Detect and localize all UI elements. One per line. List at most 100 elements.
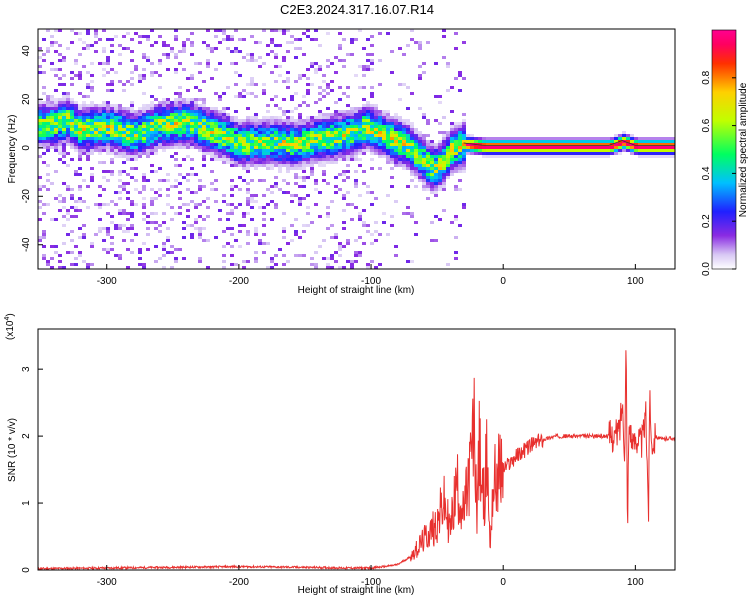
heatmap-cell: [38, 206, 42, 209]
heatmap-cell: [50, 68, 54, 71]
heatmap-cell: [150, 140, 154, 143]
heatmap-cell: [222, 230, 226, 233]
heatmap-cell: [194, 122, 198, 125]
heatmap-cell: [86, 104, 90, 107]
heatmap-cell: [126, 173, 130, 176]
heatmap-cell: [50, 137, 54, 140]
heatmap-cell: [338, 122, 342, 125]
heatmap-cell: [202, 41, 206, 44]
heatmap-cell: [542, 137, 546, 140]
heatmap-cell: [406, 155, 410, 158]
heatmap-cell: [482, 140, 486, 143]
heatmap-cell: [58, 143, 62, 146]
heatmap-cell: [170, 47, 174, 50]
heatmap-cell: [138, 146, 142, 149]
heatmap-cell: [50, 62, 54, 65]
heatmap-cell: [466, 146, 470, 149]
heatmap-cell: [410, 131, 414, 134]
bottom-x-tick-label: 100: [627, 577, 644, 588]
heatmap-cell: [362, 131, 366, 134]
heatmap-cell: [74, 173, 78, 176]
heatmap-cell: [594, 149, 598, 152]
heatmap-cell: [110, 236, 114, 239]
heatmap-cell: [206, 152, 210, 155]
heatmap-cell: [266, 161, 270, 164]
heatmap-cell: [262, 206, 266, 209]
heatmap-cell: [374, 149, 378, 152]
heatmap-cell: [578, 149, 582, 152]
heatmap-cell: [246, 92, 250, 95]
heatmap-cell: [526, 149, 530, 152]
heatmap-cell: [74, 128, 78, 131]
heatmap-cell: [462, 149, 466, 152]
heatmap-cell: [586, 140, 590, 143]
heatmap-cell: [322, 143, 326, 146]
heatmap-cell: [234, 134, 238, 137]
heatmap-cell: [286, 167, 290, 170]
heatmap-cell: [402, 140, 406, 143]
heatmap-cell: [254, 167, 258, 170]
heatmap-cell: [310, 263, 314, 266]
heatmap-cell: [242, 266, 246, 269]
heatmap-cell: [298, 155, 302, 158]
heatmap-cell: [406, 185, 410, 188]
heatmap-cell: [638, 146, 642, 149]
top-x-tick-label: 100: [627, 276, 644, 287]
heatmap-cell: [130, 251, 134, 254]
heatmap-cell: [82, 110, 86, 113]
heatmap-cell: [270, 143, 274, 146]
heatmap-cell: [202, 155, 206, 158]
top-y-tick-label: -40: [21, 237, 32, 252]
heatmap-cell: [38, 125, 42, 128]
heatmap-cell: [202, 143, 206, 146]
heatmap-cell: [254, 230, 258, 233]
heatmap-cell: [150, 62, 154, 65]
heatmap-cell: [342, 119, 346, 122]
heatmap-cell: [414, 146, 418, 149]
heatmap-cell: [314, 134, 318, 137]
heatmap-cell: [202, 149, 206, 152]
heatmap-cell: [146, 59, 150, 62]
heatmap-cell: [278, 116, 282, 119]
heatmap-cell: [182, 110, 186, 113]
heatmap-cell: [370, 233, 374, 236]
heatmap-cell: [438, 152, 442, 155]
heatmap-cell: [410, 179, 414, 182]
heatmap-cell: [218, 158, 222, 161]
heatmap-cell: [382, 146, 386, 149]
heatmap-cell: [262, 146, 266, 149]
heatmap-cell: [326, 212, 330, 215]
heatmap-cell: [550, 143, 554, 146]
heatmap-cell: [346, 143, 350, 146]
heatmap-cell: [194, 128, 198, 131]
heatmap-cell: [98, 134, 102, 137]
heatmap-cell: [638, 149, 642, 152]
heatmap-cell: [134, 110, 138, 113]
heatmap-cell: [158, 137, 162, 140]
heatmap-cell: [70, 140, 74, 143]
heatmap-cell: [78, 140, 82, 143]
heatmap-cell: [110, 170, 114, 173]
heatmap-cell: [418, 167, 422, 170]
heatmap-cell: [422, 170, 426, 173]
heatmap-cell: [362, 221, 366, 224]
heatmap-cell: [206, 239, 210, 242]
heatmap-cell: [66, 125, 70, 128]
heatmap-cell: [282, 227, 286, 230]
heatmap-cell: [146, 179, 150, 182]
heatmap-cell: [198, 185, 202, 188]
heatmap-cell: [642, 155, 646, 158]
heatmap-cell: [74, 149, 78, 152]
heatmap-cell: [486, 149, 490, 152]
heatmap-cell: [230, 245, 234, 248]
heatmap-cell: [422, 161, 426, 164]
heatmap-cell: [246, 59, 250, 62]
heatmap-cell: [298, 143, 302, 146]
heatmap-cell: [494, 137, 498, 140]
heatmap-cell: [150, 116, 154, 119]
heatmap-cell: [38, 71, 42, 74]
heatmap-cell: [430, 182, 434, 185]
heatmap-cell: [394, 131, 398, 134]
heatmap-cell: [454, 155, 458, 158]
heatmap-cell: [74, 104, 78, 107]
